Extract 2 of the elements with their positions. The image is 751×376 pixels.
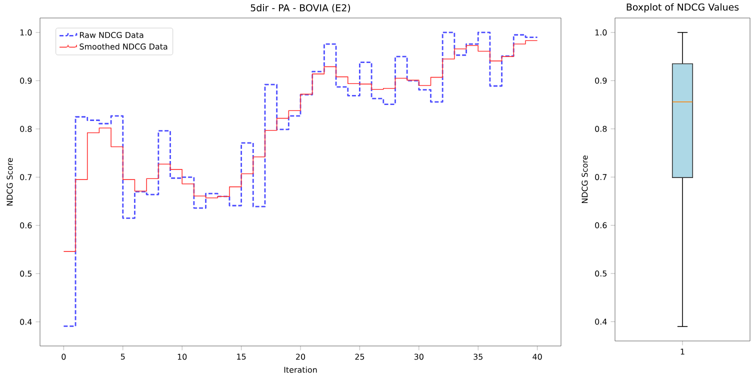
chart-title: 5dir - PA - BOVIA (E2) (250, 4, 350, 12)
chart-title: Boxplot of NDCG Values (626, 3, 739, 12)
